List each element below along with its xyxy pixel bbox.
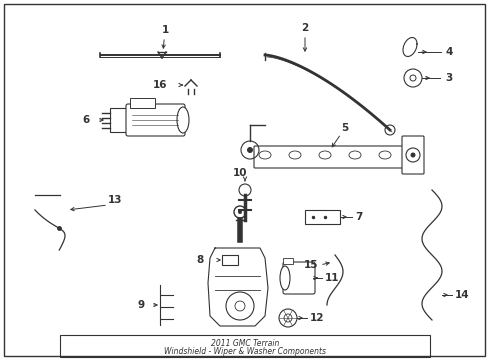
Text: 1: 1 bbox=[161, 25, 168, 35]
Text: 15: 15 bbox=[303, 260, 317, 270]
Ellipse shape bbox=[280, 266, 289, 290]
Ellipse shape bbox=[378, 151, 390, 159]
FancyBboxPatch shape bbox=[253, 146, 410, 168]
FancyBboxPatch shape bbox=[110, 108, 128, 132]
Ellipse shape bbox=[259, 151, 270, 159]
FancyBboxPatch shape bbox=[222, 255, 238, 265]
Text: 5: 5 bbox=[341, 123, 348, 133]
Text: 14: 14 bbox=[454, 290, 468, 300]
Text: Windshield - Wiper & Washer Components: Windshield - Wiper & Washer Components bbox=[163, 347, 325, 356]
Ellipse shape bbox=[318, 151, 330, 159]
Text: 13: 13 bbox=[108, 195, 122, 205]
FancyBboxPatch shape bbox=[283, 262, 314, 294]
Text: 2: 2 bbox=[301, 23, 308, 33]
FancyBboxPatch shape bbox=[60, 335, 429, 357]
Text: 8: 8 bbox=[196, 255, 203, 265]
Text: 11: 11 bbox=[325, 273, 339, 283]
Text: 6: 6 bbox=[82, 115, 90, 125]
Text: 2011 GMC Terrain: 2011 GMC Terrain bbox=[210, 338, 279, 347]
Text: 10: 10 bbox=[232, 168, 247, 178]
Ellipse shape bbox=[177, 107, 189, 133]
FancyBboxPatch shape bbox=[401, 136, 423, 174]
Ellipse shape bbox=[288, 151, 301, 159]
FancyBboxPatch shape bbox=[126, 104, 184, 136]
FancyBboxPatch shape bbox=[283, 258, 292, 264]
Text: 3: 3 bbox=[444, 73, 451, 83]
Text: 7: 7 bbox=[354, 212, 362, 222]
Circle shape bbox=[246, 147, 252, 153]
Text: 4: 4 bbox=[444, 47, 451, 57]
Text: 16: 16 bbox=[152, 80, 167, 90]
FancyBboxPatch shape bbox=[130, 98, 155, 108]
Ellipse shape bbox=[348, 151, 360, 159]
Circle shape bbox=[409, 153, 415, 158]
Circle shape bbox=[238, 210, 242, 214]
FancyBboxPatch shape bbox=[305, 210, 339, 224]
Text: 9: 9 bbox=[138, 300, 145, 310]
Text: 12: 12 bbox=[309, 313, 324, 323]
